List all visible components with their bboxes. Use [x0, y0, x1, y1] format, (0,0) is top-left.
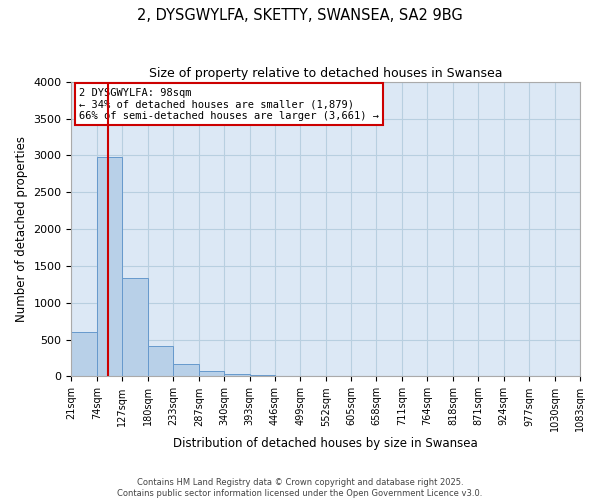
X-axis label: Distribution of detached houses by size in Swansea: Distribution of detached houses by size … — [173, 437, 478, 450]
Bar — [97, 157, 122, 376]
Bar — [173, 364, 199, 376]
Bar — [199, 370, 224, 376]
Bar — [250, 375, 275, 376]
Text: 2 DYSGWYLFA: 98sqm
← 34% of detached houses are smaller (1,879)
66% of semi-deta: 2 DYSGWYLFA: 98sqm ← 34% of detached hou… — [79, 88, 379, 121]
Text: Contains HM Land Registry data © Crown copyright and database right 2025.
Contai: Contains HM Land Registry data © Crown c… — [118, 478, 482, 498]
Text: 2, DYSGWYLFA, SKETTY, SWANSEA, SA2 9BG: 2, DYSGWYLFA, SKETTY, SWANSEA, SA2 9BG — [137, 8, 463, 22]
Bar — [224, 374, 250, 376]
Title: Size of property relative to detached houses in Swansea: Size of property relative to detached ho… — [149, 68, 502, 80]
Bar — [122, 278, 148, 376]
Y-axis label: Number of detached properties: Number of detached properties — [15, 136, 28, 322]
Bar — [71, 332, 97, 376]
Bar — [148, 346, 173, 376]
